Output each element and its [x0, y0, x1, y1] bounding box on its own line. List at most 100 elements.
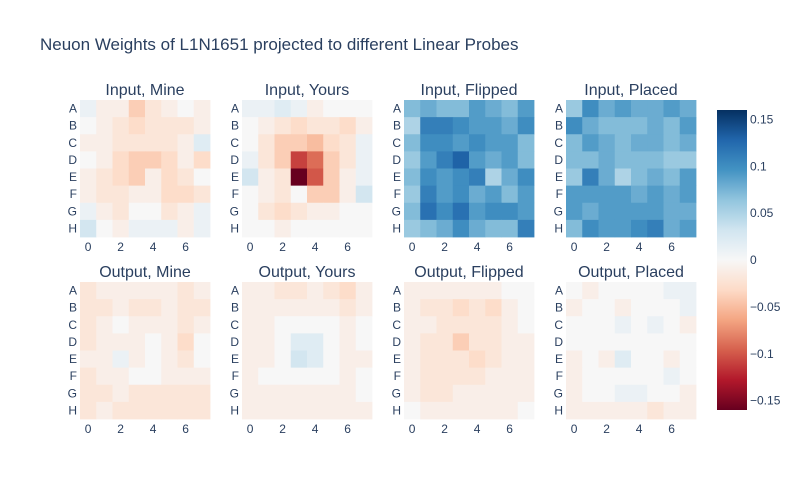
heatmap-cell: [404, 202, 421, 221]
x-tick-label: 6: [506, 240, 513, 254]
heatmap-cell: [128, 202, 146, 221]
x-tick-label: 6: [668, 422, 675, 436]
heatmap-cell: [582, 333, 599, 351]
x-tick-label: 2: [603, 422, 610, 436]
heatmap-cell: [501, 282, 519, 300]
heatmap-cell: [469, 316, 486, 334]
heatmap-cell: [469, 202, 486, 221]
heatmap-cell: [145, 100, 162, 118]
row-tick-label: B: [393, 301, 401, 315]
heatmap-cell: [485, 401, 502, 420]
heatmap-cell: [177, 299, 195, 317]
heatmap-cell: [339, 185, 357, 204]
heatmap-cell: [436, 350, 454, 369]
heatmap-cell: [517, 168, 535, 187]
heatmap-cell: [436, 282, 454, 300]
heatmap-cell: [631, 316, 648, 334]
heatmap-cell: [647, 316, 664, 334]
heatmap-cell: [517, 299, 535, 317]
heatmap-cell: [258, 219, 275, 238]
heatmap-cell: [631, 401, 648, 420]
heatmap-cell: [274, 401, 292, 420]
heatmap-cell: [355, 185, 373, 204]
heatmap-cell: [436, 117, 454, 135]
row-tick-label: F: [394, 369, 401, 383]
heatmap-cell: [339, 401, 357, 420]
heatmap-cell: [128, 401, 146, 420]
heatmap-cell: [631, 117, 648, 135]
heatmap-cell: [145, 219, 162, 238]
row-tick-label: E: [231, 352, 239, 366]
heatmap-cell: [96, 185, 113, 204]
heatmap-cell: [323, 134, 340, 152]
x-tick-label: 6: [182, 422, 189, 436]
heatmap-cell: [242, 350, 259, 369]
row-tick-label: D: [230, 335, 239, 349]
x-tick-label: 0: [85, 422, 92, 436]
row-tick-label: G: [392, 386, 401, 400]
heatmap-cell: [452, 117, 470, 135]
heatmap-cell: [112, 185, 130, 204]
heatmap-cell: [469, 401, 486, 420]
colorbar-tick-label: −0.05: [750, 300, 781, 314]
heatmap-cell: [128, 299, 146, 317]
heatmap-cell: [663, 282, 681, 300]
heatmap-cell: [290, 350, 308, 369]
heatmap-cell: [647, 134, 664, 152]
heatmap-cell: [582, 299, 599, 317]
heatmap-cell: [614, 333, 632, 351]
heatmap-cell: [274, 100, 292, 118]
heatmap-cell: [631, 202, 648, 221]
heatmap-cell: [614, 282, 632, 300]
heatmap-cell: [452, 151, 470, 169]
heatmap-cell: [647, 333, 664, 351]
heatmap-cell: [242, 202, 259, 221]
heatmap-cell: [80, 151, 97, 169]
row-tick-label: C: [68, 136, 77, 150]
heatmap-cell: [647, 299, 664, 317]
heatmap-cell: [485, 367, 502, 386]
heatmap-cell: [614, 384, 632, 403]
x-tick-label: 2: [117, 240, 124, 254]
heatmap-cell: [420, 384, 437, 403]
heatmap-cell: [177, 350, 195, 369]
row-tick-label: H: [230, 403, 239, 417]
heatmap-cell: [663, 117, 681, 135]
heatmap-cell: [177, 367, 195, 386]
heatmap-cell: [614, 316, 632, 334]
heatmap-cell: [631, 168, 648, 187]
heatmap-cell: [452, 185, 470, 204]
colorbar-tick-label: −0.15: [750, 394, 781, 408]
heatmap-cell: [258, 401, 275, 420]
heatmap-cell: [290, 151, 308, 169]
heatmap-cell: [307, 151, 324, 169]
heatmap-cell: [469, 350, 486, 369]
heatmap-cell: [274, 185, 292, 204]
row-tick-label: B: [69, 119, 77, 133]
heatmap-cell: [598, 367, 616, 386]
heatmap-cell: [242, 299, 259, 317]
heatmap-cell: [161, 151, 178, 169]
heatmap-cell: [452, 299, 470, 317]
heatmap-cell: [193, 367, 211, 386]
heatmap-cell: [145, 117, 162, 135]
heatmap-cell: [193, 100, 211, 118]
heatmap-cell: [80, 299, 97, 317]
heatmap-cell: [112, 134, 130, 152]
heatmap-cell: [436, 168, 454, 187]
heatmap-cell: [566, 316, 583, 334]
heatmap-cell: [258, 367, 275, 386]
heatmap-cell: [258, 168, 275, 187]
heatmap-cell: [614, 185, 632, 204]
heatmap-cell: [96, 117, 113, 135]
heatmap-cell: [566, 401, 583, 420]
heatmap-cell: [355, 350, 373, 369]
heatmap-cell: [614, 202, 632, 221]
heatmap-cell: [485, 333, 502, 351]
heatmap-cell: [128, 168, 146, 187]
heatmap-cell: [242, 401, 259, 420]
heatmap-cell: [80, 100, 97, 118]
row-tick-label: F: [394, 187, 401, 201]
row-tick-label: H: [554, 403, 563, 417]
row-tick-label: C: [230, 318, 239, 332]
